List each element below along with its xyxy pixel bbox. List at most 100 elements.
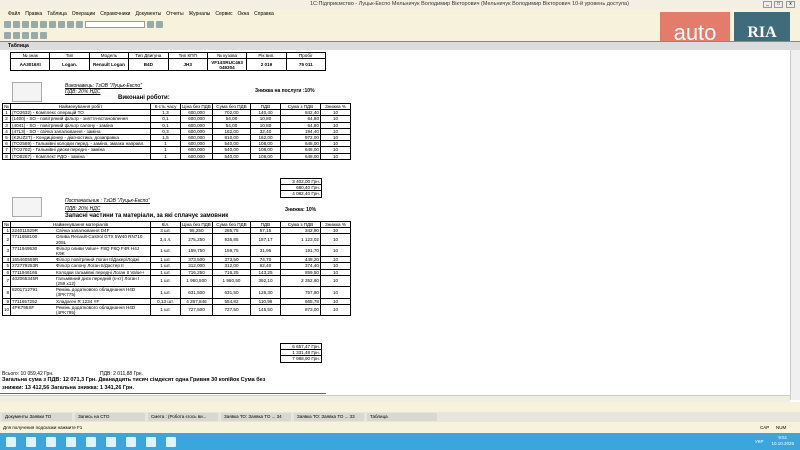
outlook-icon[interactable] — [126, 436, 136, 447]
toolbar-secondary — [0, 30, 800, 41]
window-tab[interactable]: Запись на СТО — [75, 413, 145, 421]
maximize-button[interactable]: □ — [774, 1, 783, 8]
menu-item[interactable]: Журналы — [188, 11, 211, 17]
table-cell: 10 — [320, 297, 351, 305]
table-cell: 187,17 — [250, 233, 281, 246]
table-cell: 757,80 — [280, 286, 321, 299]
language-indicator[interactable]: УКР — [755, 439, 764, 444]
table-row: 4 165460559R Фільтр повітряний Логан II/Да… — [2, 256, 351, 264]
copy-icon[interactable] — [40, 21, 47, 28]
find-next-icon[interactable] — [147, 21, 154, 28]
settings-icon[interactable] — [4, 32, 11, 39]
clock-time: 9:51 — [778, 435, 788, 440]
remote-desktop-icon[interactable] — [26, 436, 36, 447]
window-tab[interactable]: Смета : (Робота єгось ви... — [148, 413, 218, 421]
table-row: 3 7711949530 Фільтр оливи Value+ F8Q F8Q F… — [2, 244, 351, 258]
horizontal-scrollbar[interactable] — [0, 395, 790, 402]
powershell-icon[interactable] — [46, 436, 56, 447]
vehicle-cell: 2 019 — [246, 58, 287, 72]
part-code: 165460559R — [12, 257, 39, 263]
minimize-button[interactable]: _ — [763, 1, 772, 8]
search-icon[interactable] — [76, 21, 83, 28]
table-cell: 1 — [150, 152, 181, 160]
chart-icon[interactable] — [22, 32, 29, 39]
chrome-icon[interactable] — [106, 436, 116, 447]
search-input[interactable] — [85, 21, 145, 28]
table-cell: 145,50 — [250, 303, 281, 317]
table-cell: 31,95 — [250, 244, 281, 258]
menu-item[interactable]: Файл — [8, 11, 21, 17]
table-cell: 10 — [320, 146, 351, 154]
vehicle-table: № знак Тип Модель Тип Двигуна Тип КПП № кузов… — [9, 51, 327, 72]
vehicle-cell: VF14SRUC463 049304 — [206, 58, 248, 72]
arrow-icon[interactable] — [40, 32, 47, 39]
paste-icon[interactable] — [49, 21, 56, 28]
table-cell: 159,750 — [180, 244, 213, 258]
new-icon[interactable] — [4, 21, 11, 28]
window-tab[interactable]: Заявка ТО: Заявка ТО ... 33 — [294, 413, 364, 421]
column-header: Пробіг — [285, 51, 327, 60]
column-header: Знижка % — [320, 220, 351, 229]
table-row: 3 (4041) - SO - повітряний фільтр салону … — [2, 121, 351, 129]
parts-vat-note: ПДВ: 20% НДС — [65, 206, 101, 212]
table-cell: 1 960,500 — [180, 274, 213, 288]
help-icon[interactable] — [156, 21, 163, 28]
table-row: 7 (TO2702) - Гальмівні диски передні - за… — [2, 146, 351, 154]
status-bar: Для получения подсказки нажмите F1 CAP N… — [0, 422, 800, 433]
table-cell: 8 — [2, 286, 11, 299]
window-tab[interactable]: Таблица — [367, 413, 437, 421]
table-cell: 727,50 — [212, 303, 251, 317]
menu-item[interactable]: Документы — [135, 11, 162, 17]
window-tab[interactable]: Документы Заявки ТО — [2, 413, 72, 421]
table-cell: 10 — [320, 121, 351, 129]
start-icon[interactable] — [6, 436, 16, 447]
table-cell: 1 шт. — [150, 303, 181, 317]
excel-icon[interactable] — [146, 436, 156, 447]
table-row: 10 4PK795SF Ремінь додаткового обладнання … — [2, 303, 351, 317]
table-cell: 2 — [2, 233, 11, 246]
window-tab[interactable]: Заявка ТО: Заявка ТО ... 34 — [221, 413, 291, 421]
menu-item[interactable]: Правка — [25, 11, 43, 17]
table-cell: 165460559R Фільтр повітряний Логан II/Дак… — [10, 256, 151, 264]
part-name: Хладаген R 1234 YF — [56, 298, 100, 304]
preview-icon[interactable] — [67, 21, 74, 28]
menu-item[interactable]: Таблица — [47, 11, 67, 17]
parts-title: Запасні частини та матеріали, за які спл… — [65, 213, 229, 219]
open-icon[interactable] — [13, 21, 20, 28]
table-cell: 275,250 — [180, 233, 213, 246]
part-name: Ремінь додаткового обладнання H4D (3PK77… — [56, 287, 136, 298]
table-row: 6 7711946166 Колодки гальмівні передні Лог… — [2, 268, 351, 276]
vehicle-cell: B4D — [128, 58, 169, 72]
1c-icon[interactable] — [166, 436, 176, 447]
works-title: Виконані роботи: — [118, 95, 170, 101]
column-header: К-сть часу — [150, 102, 181, 111]
journal-icon[interactable] — [31, 32, 38, 39]
table-cell: 8201712791 Ремінь додаткового обладнання … — [10, 286, 151, 299]
menu-item[interactable]: Справка — [254, 11, 274, 17]
vertical-scrollbar[interactable] — [790, 50, 800, 400]
close-button[interactable]: x — [786, 1, 795, 8]
app-icon[interactable] — [66, 436, 76, 447]
table-row: 5 272779253R Фільтр салону Логан II/Дастер… — [2, 262, 351, 270]
part-code: 272779253R — [12, 263, 39, 269]
print-icon[interactable] — [58, 21, 65, 28]
table-cell: 108,00 — [250, 152, 281, 160]
menu-item[interactable]: Отчеты — [166, 11, 184, 17]
document-window-title: Таблица — [8, 43, 29, 49]
part-name: Свічка запалювання D4F — [56, 228, 110, 234]
catalog-icon[interactable] — [13, 32, 20, 39]
save-icon[interactable] — [22, 21, 29, 28]
cut-icon[interactable] — [31, 21, 38, 28]
folder-icon[interactable] — [86, 436, 96, 447]
menu-item[interactable]: Справочники — [100, 11, 131, 17]
table-row: 8 8201712791 Ремінь додаткового обладнання… — [2, 286, 351, 299]
menu-item[interactable]: Сервис — [215, 11, 233, 17]
table-cell: 126,30 — [250, 286, 281, 299]
part-name: Ремінь додаткового обладнання H4D (4PK79… — [56, 304, 136, 316]
part-code: 7711658100 — [12, 234, 38, 240]
menu-item[interactable]: Окна — [237, 11, 250, 17]
menu-item[interactable]: Операции — [71, 11, 96, 17]
bottom-toolbar — [0, 402, 800, 412]
works-vat-note: ПДВ: 20% НДС — [65, 89, 101, 95]
table-cell: 10 — [320, 262, 351, 270]
